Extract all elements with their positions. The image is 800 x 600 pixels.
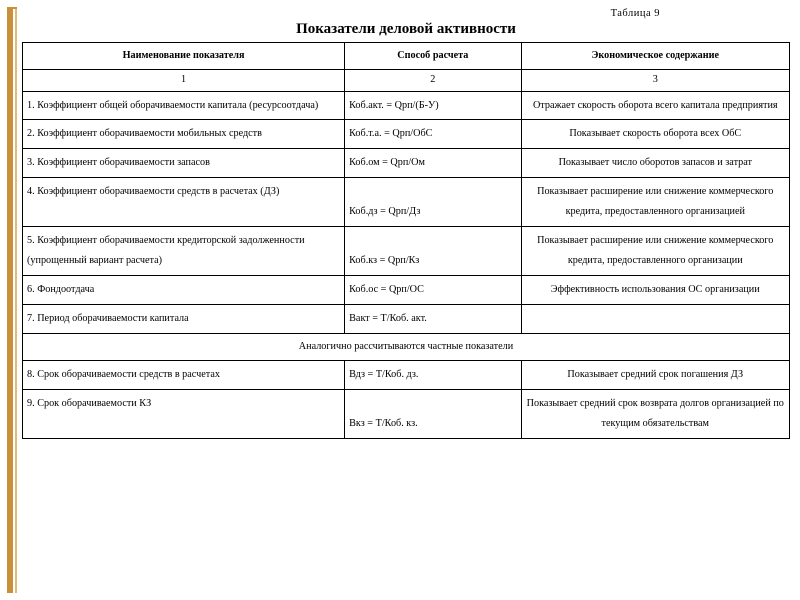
table-row: 8. Срок оборачиваемости средств в расчет… xyxy=(23,360,790,389)
table-header-row: Наименование показателя Способ расчета Э… xyxy=(23,43,790,70)
cell-name: 7. Период оборачиваемости капитала xyxy=(23,304,345,333)
table-colnum-row: 1 2 3 xyxy=(23,70,790,91)
cell-name: 9. Срок оборачиваемости КЗ xyxy=(23,389,345,438)
cell-formula: Коб.т.а. = Qрп/ОбС xyxy=(345,120,521,149)
cell-name: 5. Коэффициент оборачиваемости кредиторс… xyxy=(23,227,345,276)
decor-border-left-inner xyxy=(15,7,17,593)
table-row: 5. Коэффициент оборачиваемости кредиторс… xyxy=(23,227,790,276)
cell-desc: Эффективность использования ОС организац… xyxy=(521,275,789,304)
table-row: 2. Коэффициент оборачиваемости мобильных… xyxy=(23,120,790,149)
cell-name: 2. Коэффициент оборачиваемости мобильных… xyxy=(23,120,345,149)
table-row: 7. Период оборачиваемости капитала Вакт … xyxy=(23,304,790,333)
decor-corner xyxy=(7,7,17,9)
cell-formula: Коб.кз = Qрп/Кз xyxy=(345,227,521,276)
colnum-1: 1 xyxy=(23,70,345,91)
col-header-name: Наименование показателя xyxy=(23,43,345,70)
cell-desc: Отражает скорость оборота всего капитала… xyxy=(521,91,789,120)
cell-desc: Показывает средний срок возврата долгов … xyxy=(521,389,789,438)
table-row: 4. Коэффициент оборачиваемости средств в… xyxy=(23,178,790,227)
cell-desc: Показывает скорость оборота всех ОбС xyxy=(521,120,789,149)
cell-desc: Показывает расширение или снижение комме… xyxy=(521,178,789,227)
cell-name: 3. Коэффициент оборачиваемости запасов xyxy=(23,149,345,178)
cell-name: 1. Коэффициент общей оборачиваемости кап… xyxy=(23,91,345,120)
cell-formula: Вкз = Т/Коб. кз. xyxy=(345,389,521,438)
note-cell: Аналогично рассчитываются частные показа… xyxy=(23,333,790,360)
table-row: 9. Срок оборачиваемости КЗ Вкз = Т/Коб. … xyxy=(23,389,790,438)
page-title: Показатели деловой активности xyxy=(22,21,790,38)
table-number: Таблица 9 xyxy=(22,8,790,19)
table-row: 6. Фондоотдача Коб.ос = Qрп/ОС Эффективн… xyxy=(23,275,790,304)
cell-formula: Коб.дз = Qрп/Дз xyxy=(345,178,521,227)
cell-formula: Коб.ом = Qрп/Ом xyxy=(345,149,521,178)
table-body: 1. Коэффициент общей оборачиваемости кап… xyxy=(23,91,790,438)
table-row: 1. Коэффициент общей оборачиваемости кап… xyxy=(23,91,790,120)
cell-name: 6. Фондоотдача xyxy=(23,275,345,304)
cell-name: 8. Срок оборачиваемости средств в расчет… xyxy=(23,360,345,389)
colnum-2: 2 xyxy=(345,70,521,91)
cell-formula: Коб.ос = Qрп/ОС xyxy=(345,275,521,304)
cell-desc: Показывает средний срок погашения ДЗ xyxy=(521,360,789,389)
table-note-row: Аналогично рассчитываются частные показа… xyxy=(23,333,790,360)
col-header-formula: Способ расчета xyxy=(345,43,521,70)
cell-desc xyxy=(521,304,789,333)
col-header-desc: Экономическое содержание xyxy=(521,43,789,70)
cell-desc: Показывает расширение или снижение комме… xyxy=(521,227,789,276)
colnum-3: 3 xyxy=(521,70,789,91)
cell-desc: Показывает число оборотов запасов и затр… xyxy=(521,149,789,178)
table-row: 3. Коэффициент оборачиваемости запасов К… xyxy=(23,149,790,178)
cell-formula: Вдз = Т/Коб. дз. xyxy=(345,360,521,389)
cell-formula: Вакт = Т/Коб. акт. xyxy=(345,304,521,333)
decor-border-left xyxy=(7,7,13,593)
indicators-table: Наименование показателя Способ расчета Э… xyxy=(22,42,790,439)
cell-name: 4. Коэффициент оборачиваемости средств в… xyxy=(23,178,345,227)
cell-formula: Коб.акт. = Qрп/(Б-У) xyxy=(345,91,521,120)
